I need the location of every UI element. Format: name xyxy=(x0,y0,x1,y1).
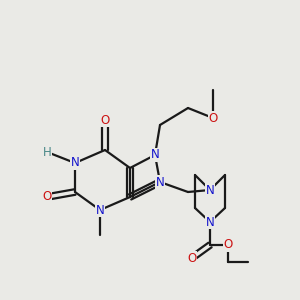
Text: N: N xyxy=(96,203,104,217)
Text: O: O xyxy=(208,112,217,124)
Text: O: O xyxy=(224,238,232,251)
Text: H: H xyxy=(43,146,51,158)
Text: N: N xyxy=(206,184,214,196)
Text: O: O xyxy=(42,190,52,203)
Text: N: N xyxy=(70,157,80,169)
Text: N: N xyxy=(206,215,214,229)
Text: N: N xyxy=(151,148,159,161)
Text: N: N xyxy=(156,176,164,188)
Text: O: O xyxy=(100,113,109,127)
Text: O: O xyxy=(188,251,196,265)
